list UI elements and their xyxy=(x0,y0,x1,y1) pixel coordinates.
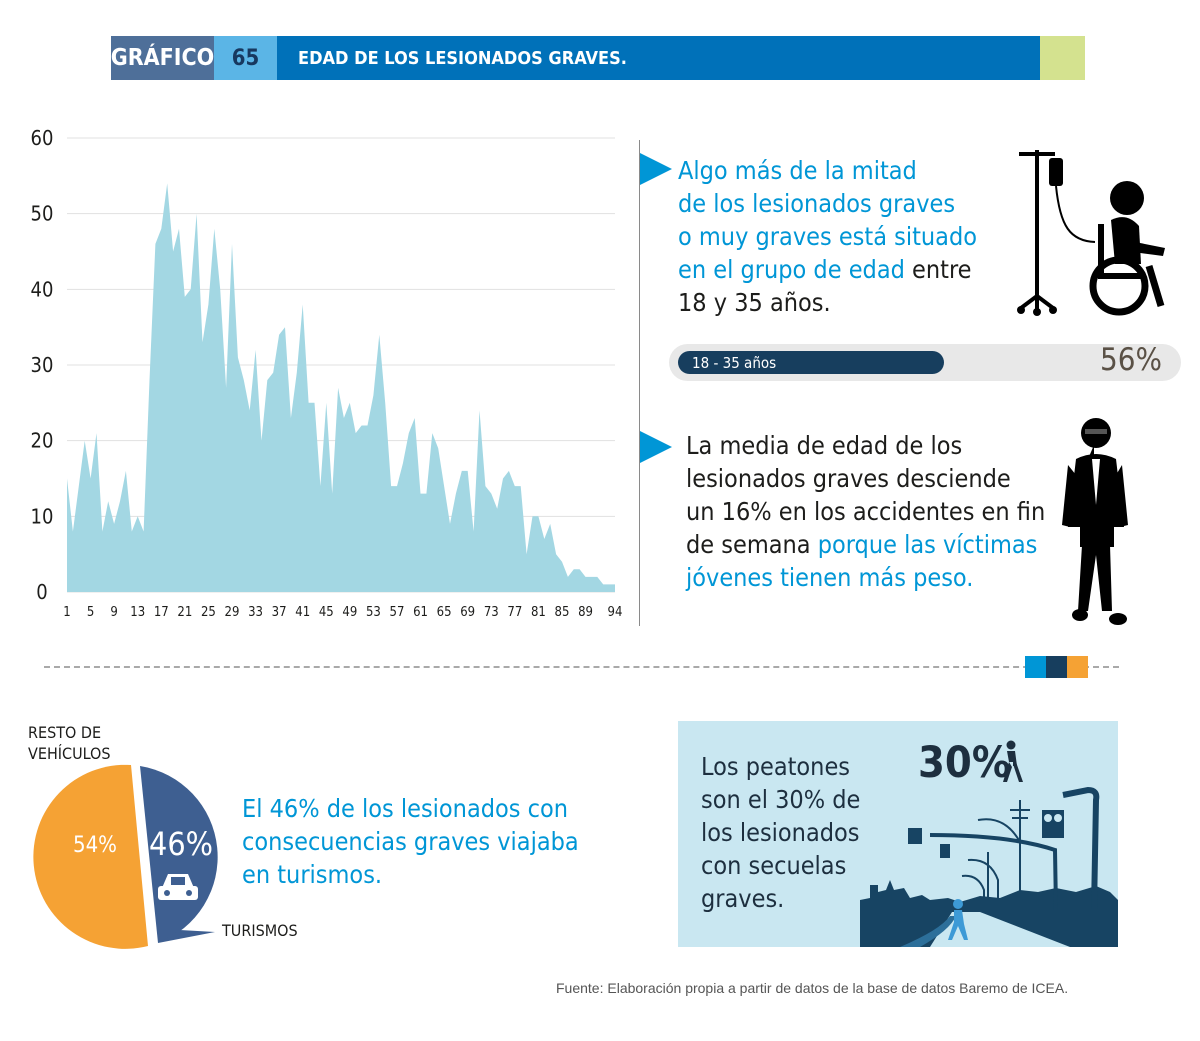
pointer-triangle-icon xyxy=(640,153,672,185)
progress-fill: 18 - 35 años xyxy=(678,351,944,374)
x-tick-label: 57 xyxy=(390,605,405,620)
peat-line3: los lesionados xyxy=(701,818,860,847)
y-tick-label: 50 xyxy=(31,202,54,226)
info-block-1: Algo más de la mitad de los lesionados g… xyxy=(678,154,1008,319)
x-tick-label: 65 xyxy=(437,605,452,620)
young-person-icon xyxy=(1062,418,1128,625)
x-tick-label: 41 xyxy=(295,605,310,620)
wheelchair-iv-icon xyxy=(1017,150,1165,316)
pie-slice-turismos-tail xyxy=(158,930,215,943)
pie-pct-turismos: 46% xyxy=(149,825,213,863)
x-tick-label: 13 xyxy=(130,605,145,620)
y-tick-label: 40 xyxy=(31,277,54,301)
x-tick-label: 61 xyxy=(413,605,428,620)
y-tick-label: 20 xyxy=(31,429,54,453)
x-tick-label: 45 xyxy=(319,605,334,620)
pie-label-rest-line1: RESTO DE xyxy=(28,723,102,742)
y-axis: 0 10 20 30 40 50 60 xyxy=(31,126,54,604)
info2-line4-dark: de semana xyxy=(686,530,818,559)
x-tick-label: 85 xyxy=(555,605,570,620)
info2-line4-blue: porque las víctimas xyxy=(817,530,1038,559)
peat-line5: graves. xyxy=(701,884,785,913)
info2-line3: un 16% en los accidentes en fin xyxy=(686,497,1046,526)
x-tick-label: 49 xyxy=(342,605,357,620)
pie-text-line2: consecuencias graves viajaba xyxy=(242,827,579,856)
info2-line5: jóvenes tienen más peso. xyxy=(686,563,974,592)
pedestrians-text: Los peatones son el 30% de los lesionado… xyxy=(701,750,881,915)
x-tick-label: 1 xyxy=(63,605,70,620)
pie-slice-rest xyxy=(33,764,148,949)
info2-line4: de semana porque las víctimas xyxy=(686,528,1056,561)
info2-line1: La media de edad de los xyxy=(686,431,963,460)
source-note: Fuente: Elaboración propia a partir de d… xyxy=(556,980,1069,996)
progress-percent: 56% xyxy=(1100,342,1162,378)
peat-line2: son el 30% de xyxy=(701,785,861,814)
x-tick-label: 77 xyxy=(507,605,522,620)
info1-line4-dark: entre xyxy=(904,255,972,284)
pie-label-rest-line2: VEHÍCULOS xyxy=(28,744,111,763)
y-tick-label: 0 xyxy=(36,580,47,604)
header-title: EDAD DE LOS LESIONADOS GRAVES. xyxy=(277,36,1040,80)
x-tick-label: 17 xyxy=(154,605,169,620)
info1-line5: 18 y 35 años. xyxy=(678,288,831,317)
x-tick-label: 89 xyxy=(578,605,593,620)
info1-line2: de los lesionados graves xyxy=(678,189,956,218)
header-end-block xyxy=(1040,36,1085,80)
vertical-divider xyxy=(639,140,640,626)
pie-text-line3: en turismos. xyxy=(242,860,383,889)
pie-description: El 46% de los lesionados con consecuenci… xyxy=(242,792,622,891)
info1-line1: Algo más de la mitad xyxy=(678,156,917,185)
pie-pct-rest: 54% xyxy=(73,833,117,858)
car-icon xyxy=(158,874,198,900)
separator-square-navy xyxy=(1046,656,1067,678)
separator-square-orange xyxy=(1067,656,1088,678)
pie-chart: 54% 46% xyxy=(33,764,218,949)
separator-square-blue xyxy=(1025,656,1046,678)
section-separator xyxy=(44,666,1119,668)
peat-line1: Los peatones xyxy=(701,752,850,781)
y-tick-label: 60 xyxy=(31,126,54,150)
info1-line3: o muy graves está situado xyxy=(678,222,977,251)
pedestrian-icon xyxy=(1003,740,1023,782)
x-tick-label: 81 xyxy=(531,605,546,620)
x-tick-label: 25 xyxy=(201,605,216,620)
pointer-triangle-icon xyxy=(640,431,672,463)
pedestrians-pct: 30% xyxy=(918,738,1011,788)
x-tick-label: 5 xyxy=(87,605,94,620)
x-tick-label: 73 xyxy=(484,605,499,620)
info1-line4-blue: en el grupo de edad xyxy=(678,255,905,284)
pie-label-rest: RESTO DE VEHÍCULOS xyxy=(28,722,111,764)
x-tick-label: 29 xyxy=(225,605,240,620)
x-tick-label: 33 xyxy=(248,605,263,620)
y-tick-label: 30 xyxy=(31,353,54,377)
info-block-2: La media de edad de los lesionados grave… xyxy=(686,429,1056,594)
info2-line2: lesionados graves desciende xyxy=(686,464,1011,493)
info1-line4: en el grupo de edad entre xyxy=(678,253,1008,286)
x-tick-label: 9 xyxy=(110,605,117,620)
x-tick-label: 69 xyxy=(460,605,475,620)
city-street-illustration xyxy=(860,786,1118,947)
pie-slice-rest-tail xyxy=(85,765,131,800)
y-tick-label: 10 xyxy=(31,504,54,528)
pie-label-turismos: TURISMOS xyxy=(222,921,298,940)
header-label: GRÁFICO xyxy=(111,36,214,80)
x-tick-label: 21 xyxy=(177,605,192,620)
x-axis: 1 5 9 13 17 21 25 29 33 37 41 45 49 53 57 61 65 69 73 77 81 8… xyxy=(63,605,622,620)
peat-line4: con secuelas xyxy=(701,851,847,880)
pie-text-line1: El 46% de los lesionados con xyxy=(242,794,569,823)
header-number: 65 xyxy=(214,36,277,80)
x-tick-label: 53 xyxy=(366,605,381,620)
x-tick-label: 94 xyxy=(608,605,623,620)
area-series xyxy=(67,183,615,592)
age-area-chart: 0 10 20 30 40 50 60 1 5 9 13 17 21 25 29 33 37 41 45 49 53 5… xyxy=(31,126,623,620)
x-tick-label: 37 xyxy=(272,605,287,620)
